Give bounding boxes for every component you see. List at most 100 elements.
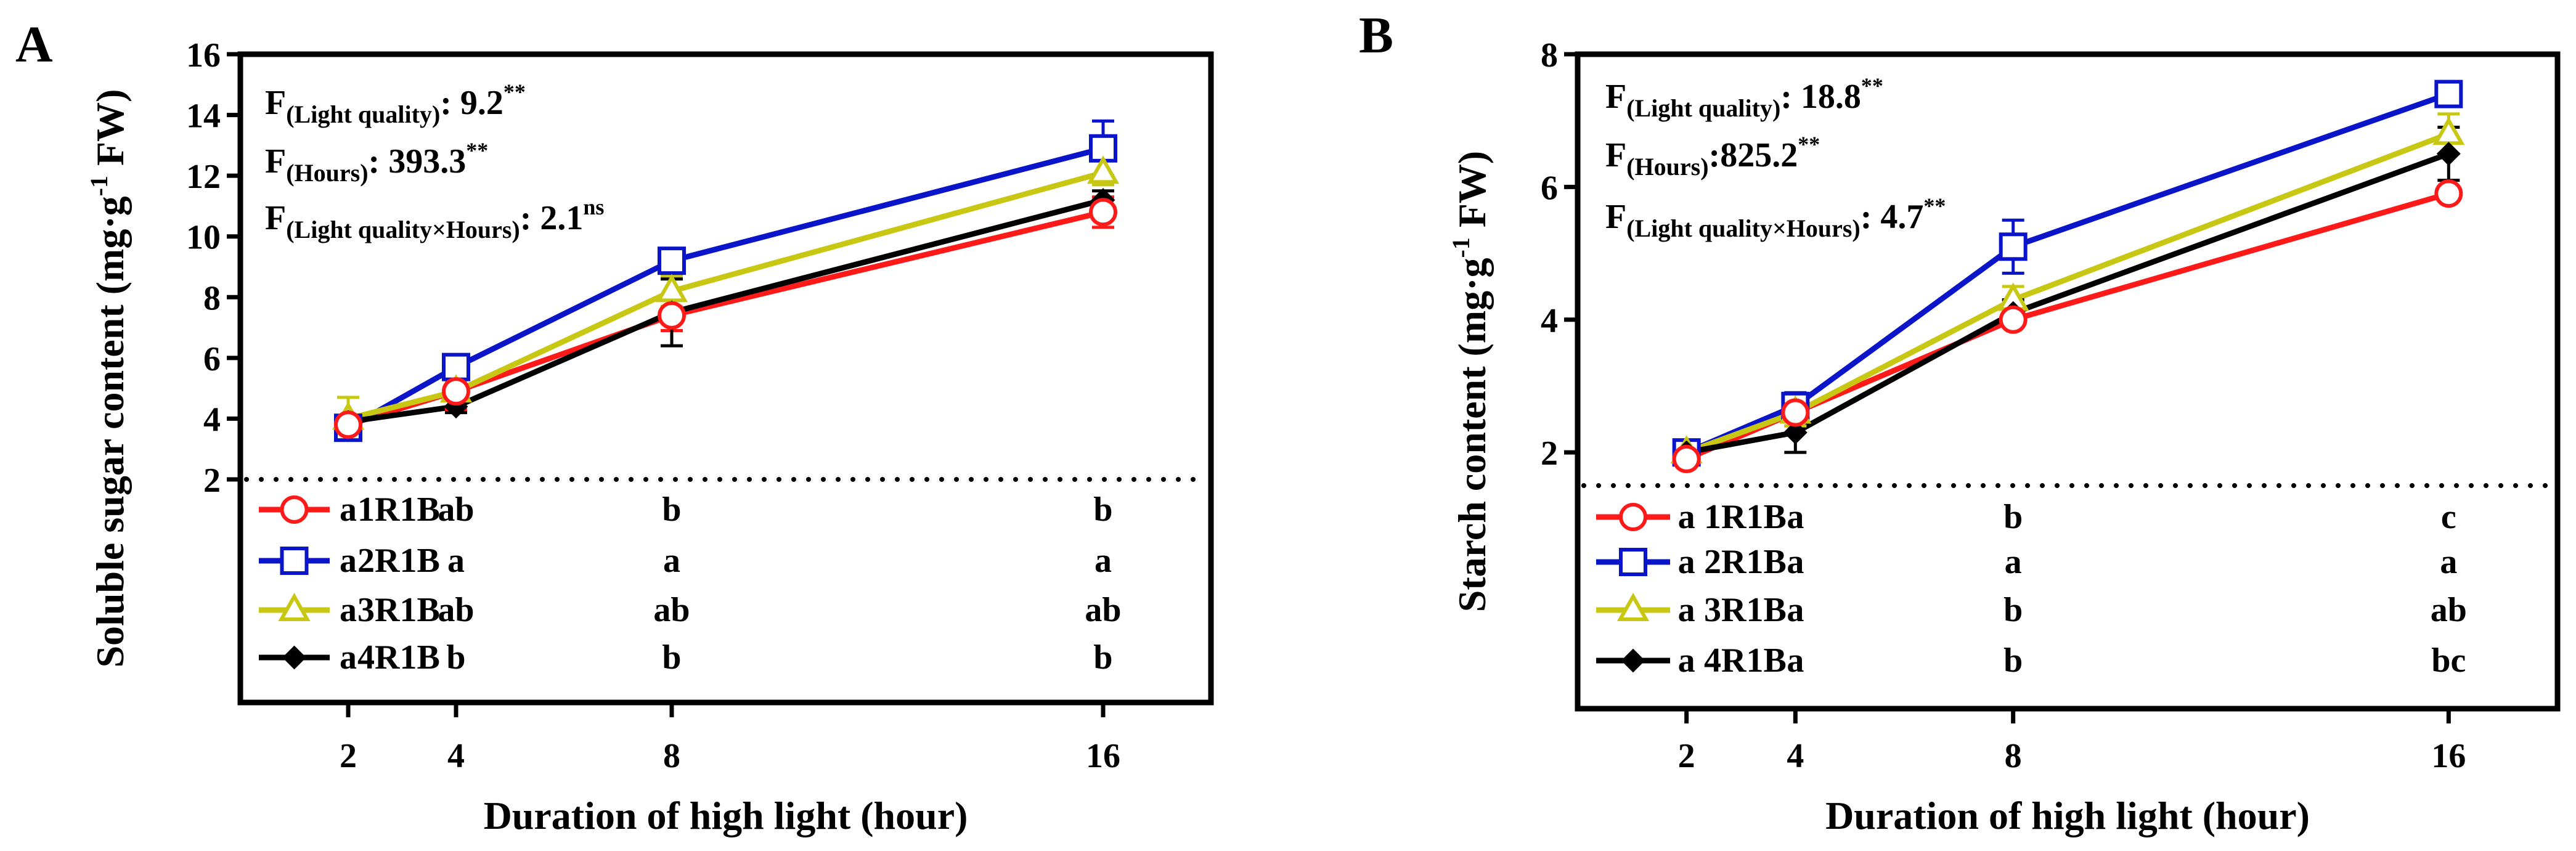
stat-line: F(Light quality): 9.2** (265, 79, 526, 128)
stat-line: F(Light quality×Hours): 4.7** (1605, 193, 1946, 242)
legend-label: 1R1B (1704, 498, 1787, 536)
significance-letter: b (662, 491, 681, 529)
data-point-1R1B (1781, 398, 1810, 427)
significance-letter: a (663, 542, 680, 580)
chart-panel-A: A 2 4 6 8 10 12 14 16 2 4 8 16 Duration of high light… (15, 16, 1214, 837)
significance-letter: b (2003, 591, 2023, 629)
significance-letter: bc (2431, 641, 2466, 680)
significance-letter: b (1093, 491, 1112, 529)
legend-marker (1621, 648, 1645, 673)
data-point-1R1B (334, 410, 362, 439)
significance-letter: c (2441, 498, 2456, 536)
significance-letter: a (1678, 591, 1695, 629)
significance-letter: a (340, 638, 357, 677)
significance-letter: ab (438, 491, 474, 529)
stat-line: F(Hours):825.2** (1605, 132, 1820, 181)
plot-frame (1575, 51, 2561, 712)
significance-letter: a (1787, 498, 1804, 536)
data-point-3R1B (2432, 116, 2465, 145)
significance-letter: ab (653, 591, 690, 629)
series-line-3R1B (1685, 131, 2450, 455)
y-axis-label: Starch content (mg·g-1 FW) (1447, 151, 1494, 612)
significance-letter: a (340, 591, 357, 629)
significance-letter: ab (1085, 591, 1121, 629)
significance-letter: a (1678, 543, 1695, 581)
y-tick-label: 12 (186, 158, 221, 196)
data-point-2R1B (2434, 79, 2463, 108)
series-line-4R1B (1685, 151, 2450, 455)
y-axis-label: Soluble sugar content (mg·g-1 FW) (85, 89, 132, 668)
legend-marker (282, 645, 306, 670)
legend-label: 2R1B (357, 542, 440, 580)
y-tick-label: 6 (1541, 169, 1558, 207)
x-tick-label: 4 (1787, 737, 1804, 775)
significance-letter: a (2005, 543, 2022, 581)
legend-label: 3R1B (1704, 591, 1787, 629)
y-tick-label: 8 (203, 279, 221, 317)
legend-label: 4R1B (357, 638, 440, 677)
data-point-1R1B (1999, 305, 2028, 334)
significance-letter: a (1787, 641, 1804, 680)
stat-line: F(Hours): 393.3** (265, 138, 488, 187)
legend-entry-1R1B: 1R1B (259, 491, 440, 529)
data-point-2R1B (658, 246, 686, 275)
x-axis-label: Duration of high light (hour) (1825, 794, 2310, 837)
x-tick-label: 16 (1086, 737, 1120, 775)
legend-marker (280, 495, 309, 524)
data-point-1R1B (1672, 444, 1701, 473)
panel-label: A (15, 16, 53, 73)
chart-panel-B: B 2 4 6 8 2 4 8 16 Duration of high light (hour) S… (1359, 7, 2561, 837)
legend-label: 3R1B (357, 591, 440, 629)
significance-letter: a (1787, 591, 1804, 629)
x-tick-label: 8 (663, 737, 680, 775)
y-tick-label: 4 (203, 401, 221, 439)
y-tick-label: 4 (1541, 302, 1558, 340)
significance-letter: ab (438, 591, 474, 629)
stat-line: F(Light quality): 18.8** (1605, 73, 1883, 122)
legend-label: 2R1B (1704, 543, 1787, 581)
legend-label: 4R1B (1704, 641, 1787, 680)
significance-letter: b (2003, 498, 2023, 536)
significance-letter: a (340, 491, 357, 529)
legend-entry-3R1B: 3R1B (1596, 591, 1787, 629)
legend-label: 1R1B (357, 491, 440, 529)
significance-letter: a (447, 542, 465, 580)
data-point-2R1B (1999, 232, 2028, 261)
legend-entry-2R1B: 2R1B (1596, 543, 1787, 581)
significance-letter: a (1094, 542, 1112, 580)
data-point-3R1B (1086, 155, 1120, 184)
series-line-2R1B (1685, 91, 2450, 455)
legend-marker (1619, 503, 1647, 531)
stat-line: F(Light quality×Hours): 2.1ns (265, 195, 604, 243)
x-tick-label: 2 (1678, 737, 1695, 775)
legend-marker (1619, 548, 1647, 576)
x-tick-label: 8 (2005, 737, 2022, 775)
y-tick-label: 2 (203, 462, 221, 500)
y-tick-label: 10 (186, 219, 221, 257)
significance-letter: a (340, 542, 357, 580)
data-point-1R1B (442, 377, 470, 406)
legend-marker (1616, 592, 1650, 621)
series-line-1R1B (347, 209, 1104, 428)
x-axis-label: Duration of high light (hour) (484, 794, 968, 837)
significance-letter: b (446, 638, 465, 677)
data-point-4R1B (1783, 420, 1808, 445)
x-tick-label: 2 (340, 737, 357, 775)
x-tick-label: 16 (2431, 737, 2466, 775)
data-point-1R1B (2434, 179, 2463, 208)
significance-letter: b (662, 638, 681, 677)
y-tick-label: 14 (186, 97, 221, 136)
plot-frame (237, 51, 1214, 706)
significance-letter: b (2003, 641, 2023, 680)
legend-entry-2R1B: 2R1B (259, 542, 440, 580)
series-line-3R1B (347, 169, 1104, 421)
significance-letter: a (1787, 543, 1804, 581)
significance-letter: b (1093, 638, 1112, 677)
significance-letter: a (2440, 543, 2457, 581)
data-point-3R1B (655, 274, 688, 303)
y-tick-label: 16 (186, 36, 221, 75)
x-tick-label: 4 (447, 737, 465, 775)
legend-entry-1R1B: 1R1B (1596, 498, 1787, 536)
data-point-1R1B (658, 301, 686, 330)
